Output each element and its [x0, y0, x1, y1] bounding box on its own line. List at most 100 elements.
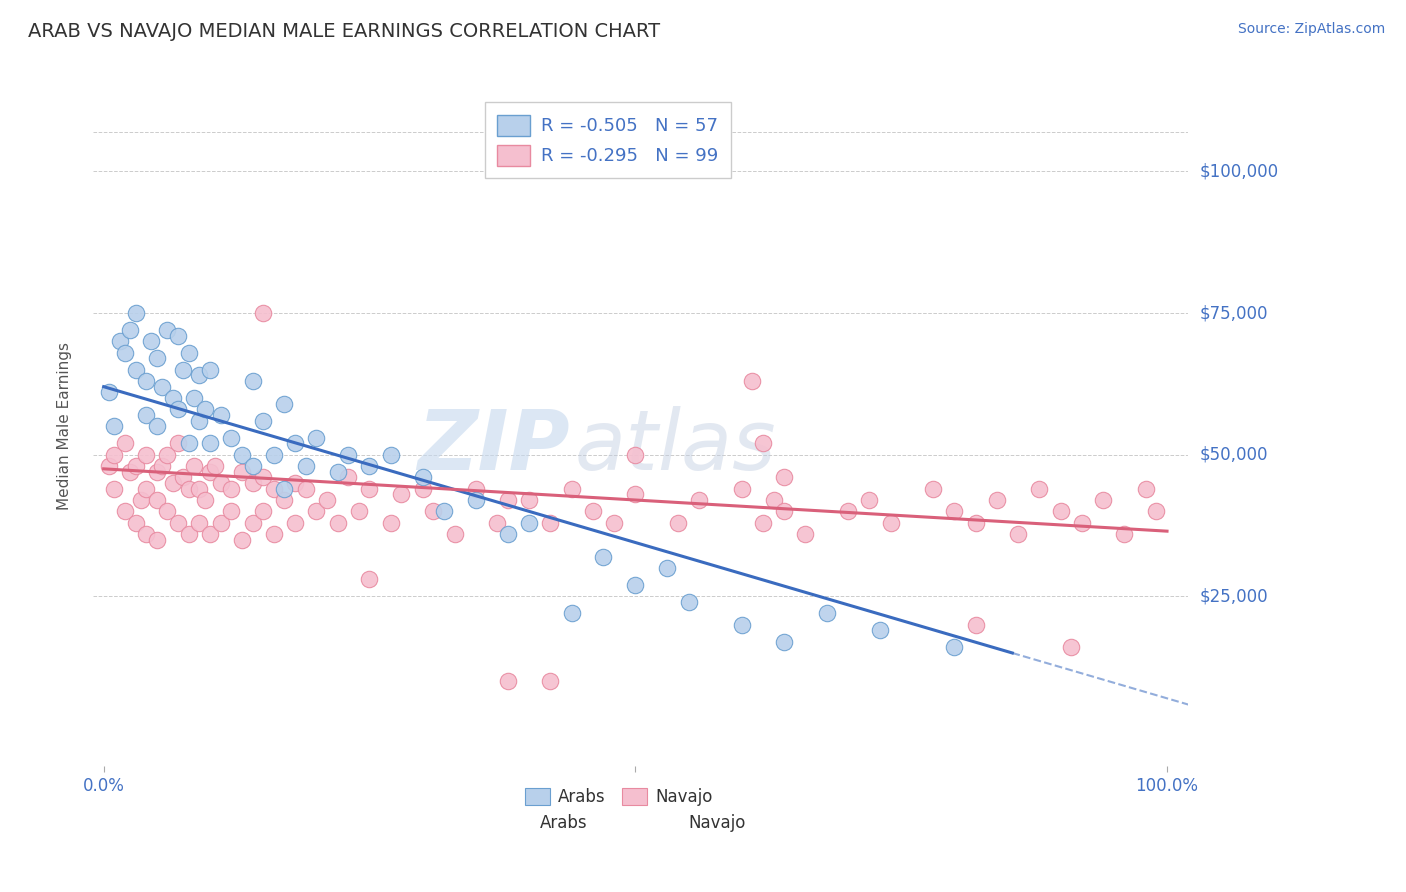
Point — [124, 306, 146, 320]
Point — [97, 385, 120, 400]
Point — [219, 431, 242, 445]
Point — [183, 391, 205, 405]
Point — [146, 351, 169, 366]
Point — [837, 504, 859, 518]
Point — [209, 408, 232, 422]
Point — [108, 334, 131, 349]
Point — [156, 504, 179, 518]
Point — [198, 527, 221, 541]
Point — [517, 493, 540, 508]
Point — [592, 549, 614, 564]
Point — [204, 458, 226, 473]
Point — [1028, 482, 1050, 496]
Point — [188, 516, 211, 530]
Text: $25,000: $25,000 — [1199, 587, 1268, 606]
Point — [412, 482, 434, 496]
Point — [172, 362, 194, 376]
Point — [815, 607, 838, 621]
Point — [752, 516, 775, 530]
Point — [326, 465, 349, 479]
Point — [103, 482, 125, 496]
Point — [150, 379, 173, 393]
Point — [773, 634, 796, 648]
Point — [242, 458, 264, 473]
Point — [294, 482, 316, 496]
Point — [219, 482, 242, 496]
Point — [135, 482, 157, 496]
Point — [135, 527, 157, 541]
Point — [263, 482, 285, 496]
Point — [135, 408, 157, 422]
Text: ARAB VS NAVAJO MEDIAN MALE EARNINGS CORRELATION CHART: ARAB VS NAVAJO MEDIAN MALE EARNINGS CORR… — [28, 22, 661, 41]
Point — [135, 448, 157, 462]
Point — [624, 487, 647, 501]
Point — [273, 397, 295, 411]
Text: atlas: atlas — [575, 406, 776, 487]
Point — [359, 482, 381, 496]
Point — [294, 458, 316, 473]
Point — [97, 458, 120, 473]
Point — [194, 493, 217, 508]
Point — [284, 436, 307, 450]
Point — [624, 578, 647, 592]
Point — [167, 436, 190, 450]
Point — [560, 607, 582, 621]
Point — [305, 504, 328, 518]
Point — [120, 323, 142, 337]
Point — [433, 504, 456, 518]
Point — [135, 374, 157, 388]
Point — [188, 482, 211, 496]
Point — [183, 458, 205, 473]
Point — [129, 493, 152, 508]
Y-axis label: Median Male Earnings: Median Male Earnings — [58, 343, 72, 510]
Point — [194, 402, 217, 417]
Point — [284, 475, 307, 490]
Point — [538, 674, 561, 689]
Point — [688, 493, 710, 508]
Point — [380, 516, 402, 530]
Point — [231, 533, 253, 547]
Point — [273, 482, 295, 496]
Point — [209, 516, 232, 530]
Point — [284, 516, 307, 530]
Text: Source: ZipAtlas.com: Source: ZipAtlas.com — [1237, 22, 1385, 37]
Point — [198, 436, 221, 450]
Point — [316, 493, 339, 508]
Point — [624, 448, 647, 462]
Point — [231, 448, 253, 462]
Point — [731, 617, 754, 632]
Point — [146, 419, 169, 434]
Point — [162, 475, 184, 490]
Point — [678, 595, 700, 609]
Point — [1007, 527, 1029, 541]
Point — [252, 504, 274, 518]
Point — [252, 414, 274, 428]
Point — [560, 482, 582, 496]
Point — [1060, 640, 1083, 655]
Point — [167, 328, 190, 343]
Point — [252, 470, 274, 484]
Point — [146, 533, 169, 547]
Point — [359, 572, 381, 586]
Point — [172, 470, 194, 484]
Point — [124, 516, 146, 530]
Point — [177, 527, 200, 541]
Point — [464, 493, 486, 508]
Point — [114, 504, 136, 518]
Point — [146, 493, 169, 508]
Point — [177, 436, 200, 450]
Point — [263, 527, 285, 541]
Point — [337, 470, 360, 484]
Point — [347, 504, 370, 518]
Text: $100,000: $100,000 — [1199, 162, 1278, 180]
Point — [146, 465, 169, 479]
Point — [496, 674, 519, 689]
Point — [167, 516, 190, 530]
Point — [219, 504, 242, 518]
Point — [1092, 493, 1115, 508]
Point — [752, 436, 775, 450]
Point — [1049, 504, 1071, 518]
Point — [666, 516, 689, 530]
Point — [1114, 527, 1136, 541]
Point — [167, 402, 190, 417]
